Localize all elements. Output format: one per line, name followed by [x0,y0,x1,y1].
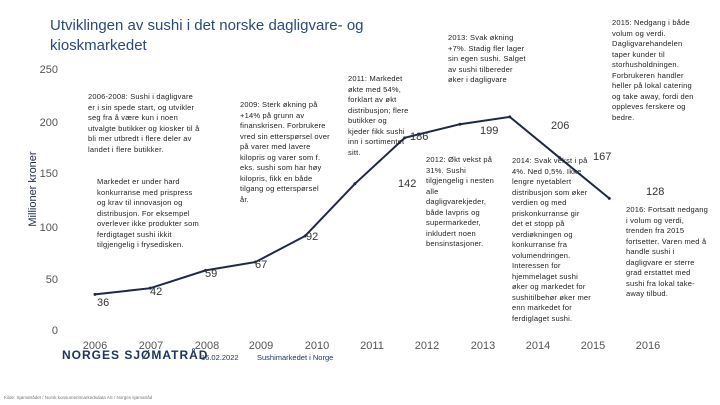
data-point-3 [253,260,257,264]
footer-topic: Sushimarkedet i Norge [257,353,334,362]
y-tick-150: 150 [39,168,58,180]
y-tick-50: 50 [45,274,58,286]
x-tick-2006: 2006 [82,340,108,352]
data-point-8 [508,115,512,119]
annotation-competition: Markedet er under hard konkurranse med p… [97,177,199,249]
annotation-2006-2008: 2006-2008: Sushi i dagligvare er i sin s… [88,92,200,154]
y-tick-200: 200 [39,117,58,129]
data-label-6: 186 [410,131,429,143]
data-point-2 [204,268,208,272]
data-point-0 [93,292,97,296]
x-tick-2014: 2014 [525,340,551,352]
x-tick-2013: 2013 [470,340,496,352]
y-tick-250: 250 [39,64,58,76]
annotation-2016: 2016: Fortsatt nedgang i volum og verdi,… [626,205,708,298]
data-label-1: 42 [150,286,163,298]
data-point-10 [607,196,611,200]
annotation-2012: 2012: Økt vekst på 31%. Sushi tilgjengel… [426,155,494,248]
annotation-2014: 2014: Svak vekst i på 4%. Ned 0,5%. Ikke… [512,156,592,323]
annotation-2015: 2015: Nedgang i både volum og verdi. Dag… [612,18,694,122]
x-tick-2015: 2015 [580,340,606,352]
annotation-2011: 2011: Markedet økte med 54%, forklart av… [348,74,409,157]
brand-logo-text: NORGES SJØMATRÅD [62,348,209,362]
data-point-1 [148,286,152,290]
y-tick-100: 100 [39,222,58,234]
x-tick-2010: 2010 [304,340,330,352]
data-point-7 [458,122,462,126]
x-tick-2016: 2016 [635,340,661,352]
data-label-4: 92 [306,231,319,243]
data-label-5: 142 [398,178,417,190]
x-tick-2012: 2012 [414,340,440,352]
x-tick-2008: 2008 [194,340,220,352]
x-tick-2007: 2007 [138,340,164,352]
annotation-2013: 2013: Svak økning +7%. Stadig fler lager… [448,33,526,84]
x-tick-2011: 2011 [360,340,384,352]
annotation-2009: 2009: Sterk økning på +14% på grunn av f… [240,100,330,204]
data-label-0: 36 [97,297,110,309]
chart-title: Utviklingen av sushi i det norske daglig… [50,17,364,54]
y-tick-0: 0 [51,325,58,337]
data-point-5 [353,182,357,186]
data-label-3: 67 [255,259,268,271]
data-point-6 [403,136,407,140]
data-point-9 [558,156,562,160]
footer-source: Kilde: Sjømatrådet / Norsk konsumentmark… [4,395,153,400]
data-label-8: 206 [551,120,570,132]
x-tick-2009: 2009 [248,340,274,352]
data-point-4 [303,234,307,238]
data-label-7: 199 [480,125,499,137]
footer-date: 16.02.2022 [201,353,239,362]
data-label-2: 59 [205,268,218,280]
data-label-10: 128 [646,186,665,198]
data-label-9: 167 [593,151,612,163]
